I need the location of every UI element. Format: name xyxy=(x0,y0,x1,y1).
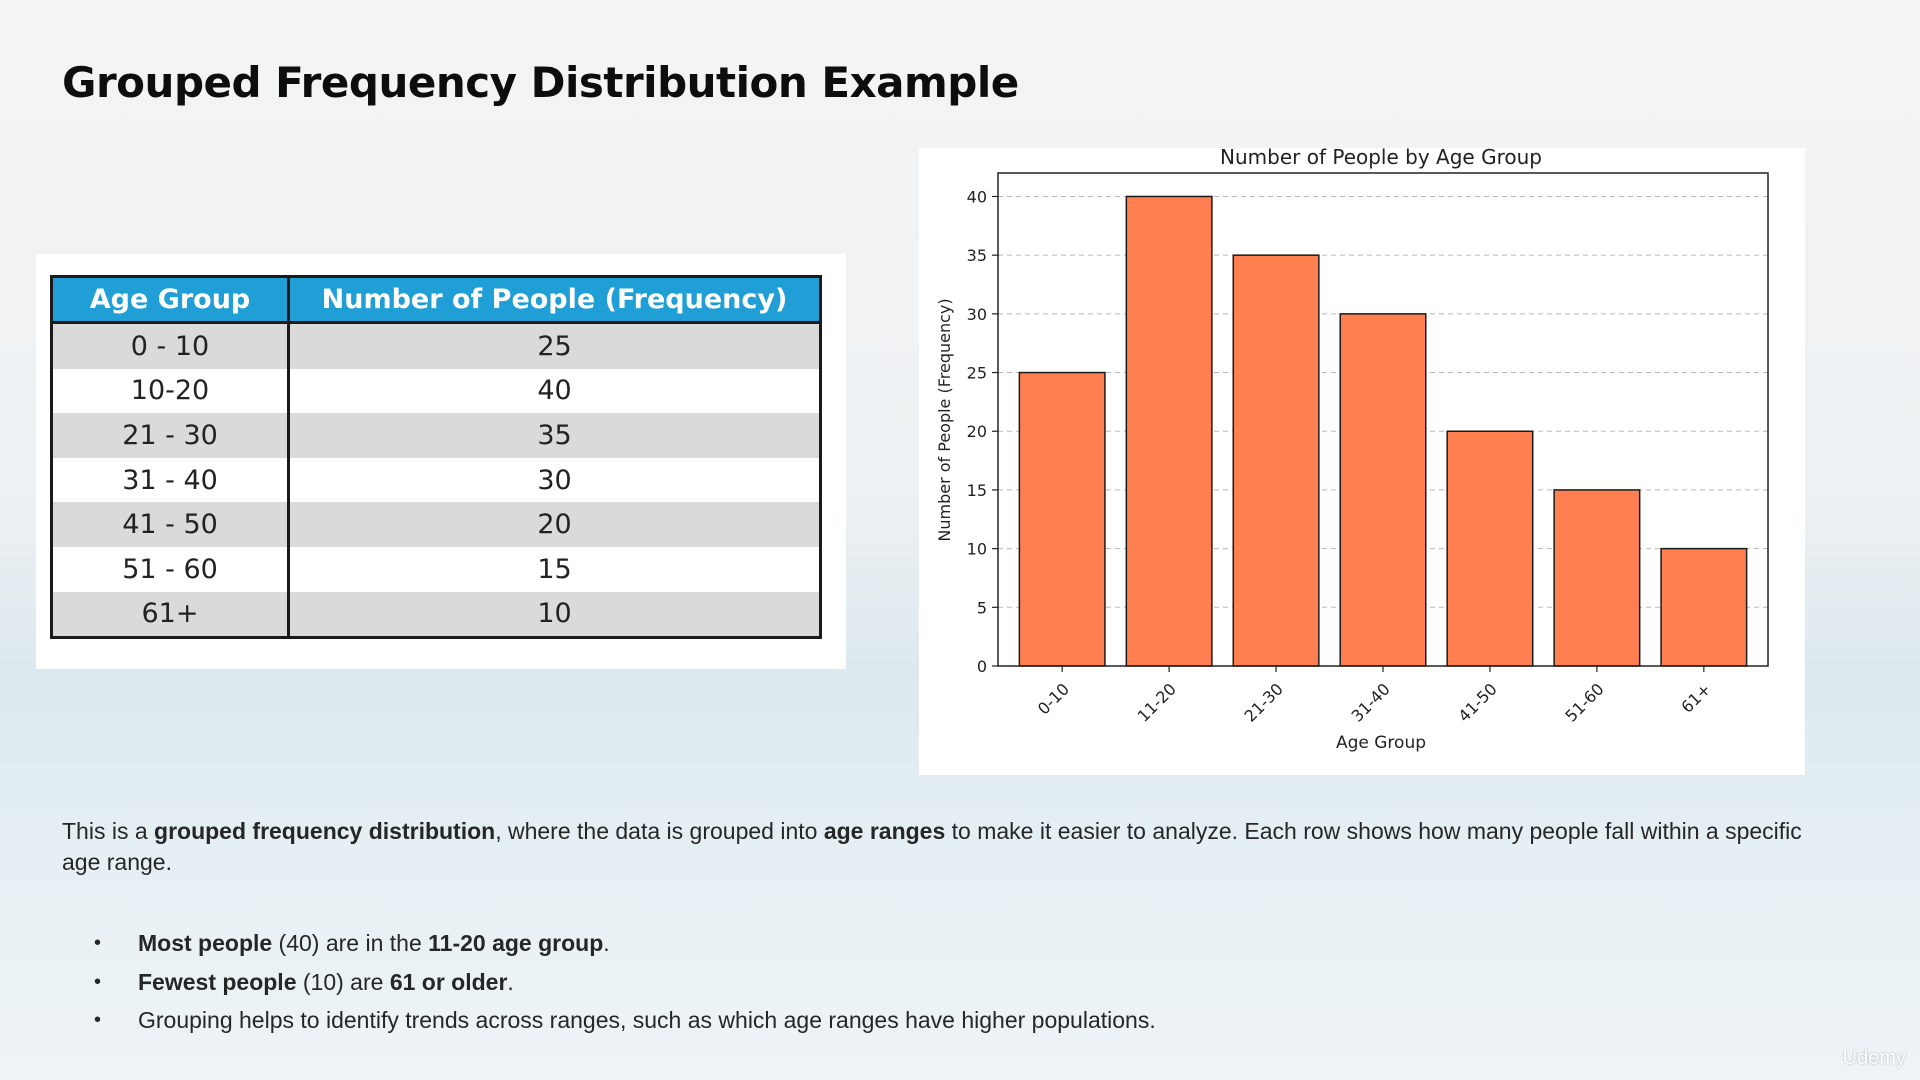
y-tick-label: 40 xyxy=(967,187,987,206)
bar-chart-card: Number of People by Age Group 0 5 10 15 20 25… xyxy=(919,148,1805,775)
bullet-icon: • xyxy=(94,1009,102,1031)
bullet-item: • Most people (40) are in the 11-20 age g… xyxy=(62,924,1762,963)
x-axis-ticks: 0-10 11-20 21-30 31-40 41-50 51-60 61+ xyxy=(1034,666,1715,726)
cell-frequency: 10 xyxy=(288,591,821,638)
table-row: 51 - 60 15 xyxy=(51,546,821,592)
cell-age-group: 10-20 xyxy=(51,368,290,414)
table-header-row: Age Group Number of People (Frequency) xyxy=(51,276,821,324)
cell-frequency: 40 xyxy=(288,368,821,414)
bar xyxy=(1018,371,1106,667)
y-axis-label: Number of People (Frequency) xyxy=(935,298,954,541)
table-row: 0 - 10 25 xyxy=(51,322,821,369)
x-tick-label: 51-60 xyxy=(1561,679,1607,725)
bar xyxy=(1553,489,1641,667)
insight-bullet-list: • Most people (40) are in the 11-20 age g… xyxy=(62,924,1762,1040)
cell-frequency: 20 xyxy=(288,502,821,547)
bullet-bold-text: Fewest people xyxy=(138,968,297,995)
bar xyxy=(1232,254,1320,667)
x-tick-label: 31-40 xyxy=(1348,679,1394,725)
x-tick-label: 11-20 xyxy=(1134,679,1180,725)
bullet-text: . xyxy=(603,930,610,956)
bar xyxy=(1125,195,1213,667)
cell-age-group: 61+ xyxy=(51,591,290,638)
description-text: to make it easier to analyze. Each row s… xyxy=(62,818,1802,875)
x-tick-label: 0-10 xyxy=(1034,679,1073,718)
bullet-text: (40) are in the xyxy=(272,930,429,956)
cell-frequency: 35 xyxy=(288,413,821,458)
bullet-text: Grouping helps to identify trends across… xyxy=(138,1007,1156,1033)
description-text: , where the data is grouped into xyxy=(495,818,824,844)
y-tick-label: 20 xyxy=(967,422,987,441)
description-bold-text: grouped frequency distribution xyxy=(154,818,496,844)
cell-age-group: 21 - 30 xyxy=(51,413,290,458)
bullet-bold-text: 61 or older xyxy=(389,968,508,995)
table-row: 31 - 40 30 xyxy=(51,457,821,503)
header-age-group: Age Group xyxy=(51,276,290,324)
table-row: 10-20 40 xyxy=(51,368,821,414)
y-tick-label: 30 xyxy=(967,305,987,324)
y-tick-label: 35 xyxy=(967,246,987,265)
bullet-item: • Fewest people (10) are 61 or older. xyxy=(62,963,1762,1002)
bar-chart: Number of People by Age Group 0 5 10 15 20 25… xyxy=(935,148,1769,753)
header-frequency: Number of People (Frequency) xyxy=(288,276,821,324)
bullet-text: . xyxy=(507,968,514,995)
cell-frequency: 15 xyxy=(288,546,821,592)
cell-age-group: 31 - 40 xyxy=(51,457,290,503)
description-paragraph: This is a grouped frequency distribution… xyxy=(62,816,1802,878)
bullet-icon: • xyxy=(94,970,102,993)
slide-title: Grouped Frequency Distribution Example xyxy=(62,58,1019,107)
frequency-table: Age Group Number of People (Frequency) 0… xyxy=(50,275,822,640)
frequency-table-card: Age Group Number of People (Frequency) 0… xyxy=(36,254,846,669)
y-tick-label: 5 xyxy=(977,598,987,617)
bullet-bold-text: 11-20 age group xyxy=(428,930,604,956)
bullet-bold-text: Most people xyxy=(138,930,273,956)
bars xyxy=(1018,195,1748,667)
x-tick-label: 21-30 xyxy=(1241,679,1287,725)
y-tick-label: 0 xyxy=(977,657,987,676)
x-tick-label: 61+ xyxy=(1677,679,1714,716)
bar xyxy=(1660,547,1748,667)
bullet-item: • Grouping helps to identify trends acros… xyxy=(62,1001,1762,1040)
x-tick-label: 41-50 xyxy=(1454,679,1500,725)
y-tick-label: 25 xyxy=(967,364,987,383)
cell-age-group: 0 - 10 xyxy=(51,322,290,369)
chart-title: Number of People by Age Group xyxy=(1220,148,1542,169)
watermark-logo: Udemy xyxy=(1842,1047,1906,1069)
description-text: This is a xyxy=(62,818,155,844)
y-axis-ticks: 0 5 10 15 20 25 30 35 40 xyxy=(967,187,998,676)
bullet-icon: • xyxy=(94,932,102,954)
cell-age-group: 51 - 60 xyxy=(51,546,290,592)
table-row: 21 - 30 35 xyxy=(51,413,821,458)
cell-frequency: 25 xyxy=(288,322,821,369)
table-row: 41 - 50 20 xyxy=(51,502,821,547)
bar xyxy=(1446,430,1534,667)
bar xyxy=(1339,313,1427,667)
cell-frequency: 30 xyxy=(288,457,821,503)
cell-age-group: 41 - 50 xyxy=(51,502,290,547)
description-bold-text: age ranges xyxy=(823,818,946,844)
x-axis-label: Age Group xyxy=(1336,733,1426,753)
y-tick-label: 10 xyxy=(967,540,987,559)
bullet-text: (10) are xyxy=(296,968,390,995)
table-row: 61+ 10 xyxy=(51,591,821,638)
y-tick-label: 15 xyxy=(967,481,987,500)
